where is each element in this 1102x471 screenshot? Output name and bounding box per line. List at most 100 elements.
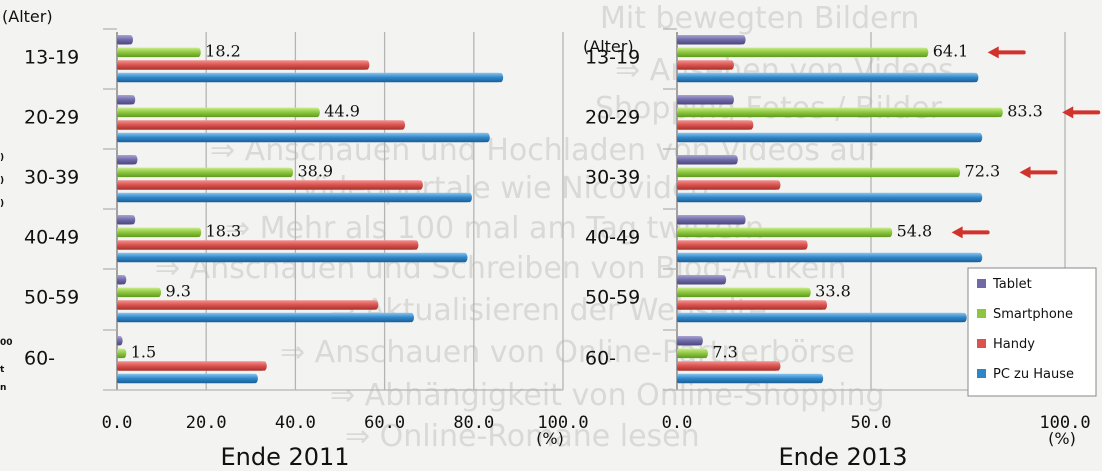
tick-label: 0.0 (102, 413, 133, 433)
bar-cap (127, 35, 133, 45)
bar-smartphone (677, 47, 929, 58)
edge-fragment-text: 00 (0, 338, 13, 348)
data-label: 9.3 (165, 282, 190, 301)
bar-handy (677, 361, 781, 371)
bar-body (117, 192, 470, 203)
data-label: 54.8 (897, 222, 933, 241)
bar-pc-zu-hause (677, 373, 824, 384)
category-label: 13-19 (585, 47, 640, 69)
bar-body (677, 215, 743, 225)
bar-handy (117, 120, 406, 130)
chart-ende-2013: (Alter) 0.0 50.0 100.0(%) Ende 2013 13-19 64.1… (583, 28, 1101, 471)
tick-label: 100.0 (537, 413, 588, 433)
bar-pc-zu-hause (117, 373, 258, 384)
bar-pc-zu-hause (677, 72, 979, 83)
bar-tablet (677, 336, 703, 346)
bar-cap (954, 167, 961, 178)
bar-cap (821, 300, 828, 310)
bar-tablet (117, 35, 133, 45)
bar-cap (732, 155, 738, 165)
bar-pc-zu-hause (117, 192, 472, 203)
bar-body (117, 132, 488, 143)
bar-cap (155, 287, 162, 298)
bar-handy (117, 361, 267, 371)
category-label: 50-59 (585, 287, 640, 309)
bar-body (117, 373, 256, 384)
background-text-line: ⇒ Ansehen von Videos (615, 53, 954, 88)
bar-handy (117, 180, 423, 190)
bar-body (677, 120, 751, 130)
bar-body (677, 240, 806, 250)
bar-handy (117, 240, 419, 250)
bar-cap (287, 167, 294, 178)
category-label: 13-19 (24, 47, 79, 69)
bar-body (117, 180, 421, 190)
bar-body (677, 192, 980, 203)
bar-handy (117, 60, 370, 70)
bar-cap (399, 120, 406, 130)
bar-tablet (117, 275, 127, 285)
bar-cap (373, 300, 379, 310)
bar-tablet (677, 35, 746, 45)
bar-body (677, 180, 778, 190)
bar-body (677, 287, 809, 298)
bar-body (677, 155, 736, 165)
bar-cap (408, 312, 414, 323)
legend-swatch (977, 369, 986, 378)
bar-pc-zu-hause (117, 72, 504, 83)
unit-label: (%) (536, 429, 564, 448)
bar-cap (720, 275, 727, 285)
bar-body (117, 287, 159, 298)
bar-handy (677, 180, 781, 190)
background-text-line: ⇒ Online-Romane lesen (345, 419, 700, 454)
tick-label: 40.0 (275, 413, 316, 433)
bar-pc-zu-hause (677, 192, 983, 203)
bar-cap (977, 192, 983, 203)
data-label: 1.5 (131, 343, 156, 362)
bar-cap (805, 287, 811, 298)
bar-cap (977, 252, 983, 263)
bar-body (117, 312, 412, 323)
bar-cap (961, 312, 967, 323)
category-label: 60- (585, 348, 616, 370)
bar-cap (740, 35, 746, 45)
bar-body (677, 312, 965, 323)
bar-cap (740, 215, 746, 225)
category-label: 20-29 (24, 107, 79, 129)
category-label: 30-39 (24, 167, 79, 189)
category-label: 40-49 (24, 227, 79, 249)
legend-entry: Smartphone (993, 307, 1073, 322)
data-label: 18.2 (205, 42, 241, 61)
tick-label: 20.0 (186, 413, 227, 433)
bar-body (677, 47, 926, 58)
bar-pc-zu-hause (677, 312, 967, 323)
bar-cap (775, 361, 781, 371)
tick-label: 0.0 (662, 413, 693, 433)
bar-body (117, 240, 416, 250)
legend-swatch (977, 279, 986, 288)
bar-cap (728, 95, 734, 105)
chart-title: Ende 2013 (778, 443, 907, 471)
bar-body (117, 167, 291, 178)
bar-body (117, 120, 403, 130)
bar-tablet (117, 155, 138, 165)
bar-cap (977, 132, 983, 143)
bar-smartphone (117, 107, 320, 118)
tick-label: 60.0 (364, 413, 405, 433)
bar-pc-zu-hause (677, 132, 983, 143)
bar-cap (364, 60, 370, 70)
bar-body (117, 227, 199, 238)
bar-body (677, 373, 821, 384)
unit-label: (%) (1048, 429, 1076, 448)
bar-cap (252, 373, 258, 384)
bar-body (677, 167, 958, 178)
bar-smartphone (117, 287, 162, 298)
arrow-head (987, 46, 999, 59)
edge-fragment-text: ) (0, 199, 4, 209)
bar-body (677, 275, 724, 285)
bar-cap (417, 180, 423, 190)
bar-body (117, 252, 465, 263)
bar-cap (261, 361, 267, 371)
bar-cap (196, 227, 202, 238)
